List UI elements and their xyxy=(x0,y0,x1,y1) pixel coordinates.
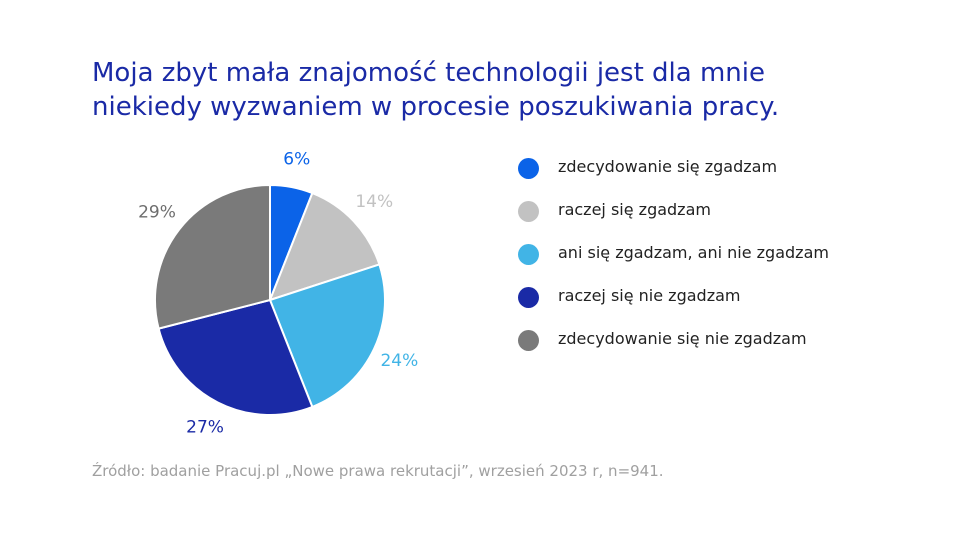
legend-label-1: raczej się zgadzam xyxy=(558,200,711,219)
pie-label-0: 6% xyxy=(283,150,310,170)
legend-swatch-1 xyxy=(518,201,539,222)
pie-label-1: 14% xyxy=(355,192,393,212)
legend-label-2: ani się zgadzam, ani nie zgadzam xyxy=(558,243,829,262)
legend-swatch-0 xyxy=(518,158,539,179)
source-note: Źródło: badanie Pracuj.pl „Nowe prawa re… xyxy=(92,462,664,480)
pie-label-4: 29% xyxy=(138,202,176,222)
legend-label-3: raczej się nie zgadzam xyxy=(558,286,741,305)
legend-label-0: zdecydowanie się zgadzam xyxy=(558,157,778,176)
legend-swatch-3 xyxy=(518,287,539,308)
pie-slice-3 xyxy=(157,298,314,416)
legend-swatch-4 xyxy=(518,330,539,351)
legend-swatch-2 xyxy=(518,244,539,265)
legend-label-4: zdecydowanie się nie zgadzam xyxy=(558,329,807,348)
pie-label-3: 27% xyxy=(186,417,224,437)
pie-label-2: 24% xyxy=(380,351,418,371)
pie-slice-4 xyxy=(154,183,271,330)
chart-title-line-1: Moja zbyt mała znajomość technologii jes… xyxy=(92,58,766,88)
chart-title: Moja zbyt mała znajomość technologii jes… xyxy=(92,56,872,124)
chart-title-line-2: niekiedy wyzwaniem w procesie poszukiwan… xyxy=(92,92,780,122)
